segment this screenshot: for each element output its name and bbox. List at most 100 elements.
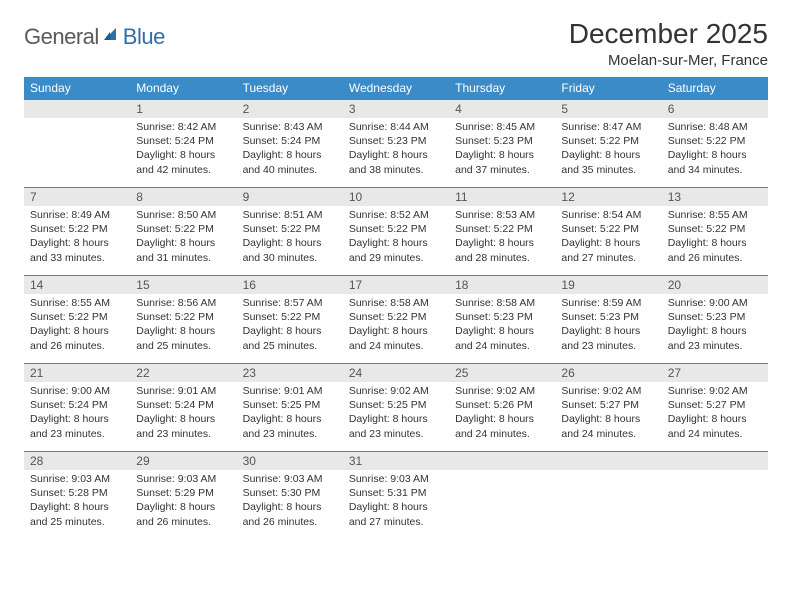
day-details: Sunrise: 8:44 AMSunset: 5:23 PMDaylight:…	[343, 118, 449, 181]
day-cell: 9Sunrise: 8:51 AMSunset: 5:22 PMDaylight…	[237, 187, 343, 275]
day-cell: 19Sunrise: 8:59 AMSunset: 5:23 PMDayligh…	[555, 275, 661, 363]
calendar-cell	[449, 451, 555, 539]
daylight-line: Daylight: 8 hours and 25 minutes.	[136, 324, 230, 352]
sunrise-line: Sunrise: 9:00 AM	[30, 384, 124, 398]
sunrise-line: Sunrise: 9:03 AM	[349, 472, 443, 486]
weekday-header-row: Sunday Monday Tuesday Wednesday Thursday…	[24, 77, 768, 99]
day-details: Sunrise: 8:58 AMSunset: 5:23 PMDaylight:…	[449, 294, 555, 357]
day-details: Sunrise: 8:56 AMSunset: 5:22 PMDaylight:…	[130, 294, 236, 357]
sunset-line: Sunset: 5:24 PM	[243, 134, 337, 148]
day-cell: 28Sunrise: 9:03 AMSunset: 5:28 PMDayligh…	[24, 451, 130, 539]
day-number: 4	[449, 100, 555, 118]
day-cell: 6Sunrise: 8:48 AMSunset: 5:22 PMDaylight…	[662, 99, 768, 187]
calendar-cell: 1Sunrise: 8:42 AMSunset: 5:24 PMDaylight…	[130, 99, 236, 187]
daylight-line: Daylight: 8 hours and 25 minutes.	[30, 500, 124, 528]
sunset-line: Sunset: 5:24 PM	[136, 134, 230, 148]
daylight-line: Daylight: 8 hours and 26 minutes.	[243, 500, 337, 528]
daylight-line: Daylight: 8 hours and 26 minutes.	[136, 500, 230, 528]
day-details: Sunrise: 8:57 AMSunset: 5:22 PMDaylight:…	[237, 294, 343, 357]
sunrise-line: Sunrise: 8:58 AM	[349, 296, 443, 310]
calendar-cell: 16Sunrise: 8:57 AMSunset: 5:22 PMDayligh…	[237, 275, 343, 363]
calendar-cell: 13Sunrise: 8:55 AMSunset: 5:22 PMDayligh…	[662, 187, 768, 275]
day-details: Sunrise: 8:55 AMSunset: 5:22 PMDaylight:…	[24, 294, 130, 357]
calendar-cell: 6Sunrise: 8:48 AMSunset: 5:22 PMDaylight…	[662, 99, 768, 187]
calendar-week-row: 21Sunrise: 9:00 AMSunset: 5:24 PMDayligh…	[24, 363, 768, 451]
sunrise-line: Sunrise: 9:01 AM	[243, 384, 337, 398]
calendar-cell: 25Sunrise: 9:02 AMSunset: 5:26 PMDayligh…	[449, 363, 555, 451]
calendar-cell	[662, 451, 768, 539]
daylight-line: Daylight: 8 hours and 26 minutes.	[30, 324, 124, 352]
logo-sail-icon	[102, 26, 120, 49]
day-details: Sunrise: 8:55 AMSunset: 5:22 PMDaylight:…	[662, 206, 768, 269]
calendar-cell: 14Sunrise: 8:55 AMSunset: 5:22 PMDayligh…	[24, 275, 130, 363]
calendar-cell: 12Sunrise: 8:54 AMSunset: 5:22 PMDayligh…	[555, 187, 661, 275]
sunrise-line: Sunrise: 9:02 AM	[668, 384, 762, 398]
sunset-line: Sunset: 5:22 PM	[349, 310, 443, 324]
calendar-cell: 28Sunrise: 9:03 AMSunset: 5:28 PMDayligh…	[24, 451, 130, 539]
day-details: Sunrise: 8:58 AMSunset: 5:22 PMDaylight:…	[343, 294, 449, 357]
calendar-cell	[24, 99, 130, 187]
sunrise-line: Sunrise: 9:03 AM	[30, 472, 124, 486]
sunrise-line: Sunrise: 8:51 AM	[243, 208, 337, 222]
calendar-week-row: 28Sunrise: 9:03 AMSunset: 5:28 PMDayligh…	[24, 451, 768, 539]
day-cell: 10Sunrise: 8:52 AMSunset: 5:22 PMDayligh…	[343, 187, 449, 275]
day-details: Sunrise: 8:51 AMSunset: 5:22 PMDaylight:…	[237, 206, 343, 269]
sunset-line: Sunset: 5:29 PM	[136, 486, 230, 500]
sunset-line: Sunset: 5:22 PM	[243, 222, 337, 236]
day-details: Sunrise: 9:01 AMSunset: 5:25 PMDaylight:…	[237, 382, 343, 445]
daylight-line: Daylight: 8 hours and 24 minutes.	[668, 412, 762, 440]
day-details: Sunrise: 8:54 AMSunset: 5:22 PMDaylight:…	[555, 206, 661, 269]
day-number: 17	[343, 276, 449, 294]
sunrise-line: Sunrise: 8:52 AM	[349, 208, 443, 222]
logo-text-general: General	[24, 24, 99, 50]
calendar-cell: 11Sunrise: 8:53 AMSunset: 5:22 PMDayligh…	[449, 187, 555, 275]
daylight-line: Daylight: 8 hours and 30 minutes.	[243, 236, 337, 264]
calendar-cell	[555, 451, 661, 539]
sunrise-line: Sunrise: 8:48 AM	[668, 120, 762, 134]
sunrise-line: Sunrise: 8:50 AM	[136, 208, 230, 222]
day-number: 31	[343, 452, 449, 470]
calendar-cell: 31Sunrise: 9:03 AMSunset: 5:31 PMDayligh…	[343, 451, 449, 539]
day-number: 11	[449, 188, 555, 206]
sunrise-line: Sunrise: 8:58 AM	[455, 296, 549, 310]
sunset-line: Sunset: 5:23 PM	[668, 310, 762, 324]
day-number: 21	[24, 364, 130, 382]
day-details: Sunrise: 8:59 AMSunset: 5:23 PMDaylight:…	[555, 294, 661, 357]
day-cell: 12Sunrise: 8:54 AMSunset: 5:22 PMDayligh…	[555, 187, 661, 275]
day-details: Sunrise: 8:49 AMSunset: 5:22 PMDaylight:…	[24, 206, 130, 269]
daylight-line: Daylight: 8 hours and 38 minutes.	[349, 148, 443, 176]
day-number: 27	[662, 364, 768, 382]
sunset-line: Sunset: 5:27 PM	[561, 398, 655, 412]
daylight-line: Daylight: 8 hours and 33 minutes.	[30, 236, 124, 264]
day-cell: 21Sunrise: 9:00 AMSunset: 5:24 PMDayligh…	[24, 363, 130, 451]
day-number: 29	[130, 452, 236, 470]
day-cell: 14Sunrise: 8:55 AMSunset: 5:22 PMDayligh…	[24, 275, 130, 363]
calendar-cell: 27Sunrise: 9:02 AMSunset: 5:27 PMDayligh…	[662, 363, 768, 451]
calendar-cell: 26Sunrise: 9:02 AMSunset: 5:27 PMDayligh…	[555, 363, 661, 451]
day-details: Sunrise: 9:00 AMSunset: 5:23 PMDaylight:…	[662, 294, 768, 357]
day-number: 2	[237, 100, 343, 118]
day-cell: 17Sunrise: 8:58 AMSunset: 5:22 PMDayligh…	[343, 275, 449, 363]
calendar-cell: 29Sunrise: 9:03 AMSunset: 5:29 PMDayligh…	[130, 451, 236, 539]
day-cell: 23Sunrise: 9:01 AMSunset: 5:25 PMDayligh…	[237, 363, 343, 451]
sunset-line: Sunset: 5:22 PM	[349, 222, 443, 236]
day-number: 9	[237, 188, 343, 206]
daylight-line: Daylight: 8 hours and 24 minutes.	[349, 324, 443, 352]
calendar-cell: 9Sunrise: 8:51 AMSunset: 5:22 PMDaylight…	[237, 187, 343, 275]
day-number: 16	[237, 276, 343, 294]
sunrise-line: Sunrise: 8:47 AM	[561, 120, 655, 134]
title-block: December 2025 Moelan-sur-Mer, France	[569, 18, 768, 69]
day-cell: 26Sunrise: 9:02 AMSunset: 5:27 PMDayligh…	[555, 363, 661, 451]
calendar-cell: 20Sunrise: 9:00 AMSunset: 5:23 PMDayligh…	[662, 275, 768, 363]
day-cell: 3Sunrise: 8:44 AMSunset: 5:23 PMDaylight…	[343, 99, 449, 187]
day-cell: 22Sunrise: 9:01 AMSunset: 5:24 PMDayligh…	[130, 363, 236, 451]
sunrise-line: Sunrise: 8:44 AM	[349, 120, 443, 134]
weekday-header: Saturday	[662, 77, 768, 99]
sunset-line: Sunset: 5:22 PM	[561, 134, 655, 148]
day-details: Sunrise: 8:42 AMSunset: 5:24 PMDaylight:…	[130, 118, 236, 181]
calendar-cell: 15Sunrise: 8:56 AMSunset: 5:22 PMDayligh…	[130, 275, 236, 363]
calendar-cell: 17Sunrise: 8:58 AMSunset: 5:22 PMDayligh…	[343, 275, 449, 363]
calendar-week-row: 14Sunrise: 8:55 AMSunset: 5:22 PMDayligh…	[24, 275, 768, 363]
day-number: 26	[555, 364, 661, 382]
day-cell: 15Sunrise: 8:56 AMSunset: 5:22 PMDayligh…	[130, 275, 236, 363]
